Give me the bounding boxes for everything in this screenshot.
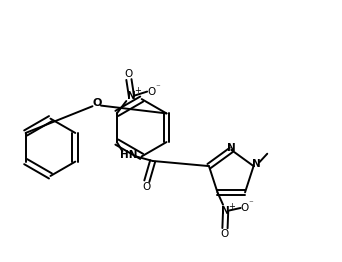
Text: O: O (240, 203, 249, 213)
Text: ⁻: ⁻ (249, 200, 253, 209)
Text: N: N (127, 91, 136, 101)
Text: O: O (221, 229, 229, 239)
Text: O: O (142, 182, 150, 192)
Text: HN: HN (119, 150, 137, 160)
Text: N: N (227, 143, 236, 153)
Text: +: + (228, 201, 235, 210)
Text: N: N (252, 160, 261, 170)
Text: O: O (125, 69, 133, 79)
Text: O: O (147, 86, 155, 97)
Text: N: N (221, 206, 230, 216)
Text: +: + (134, 86, 141, 95)
Text: ⁻: ⁻ (155, 83, 160, 92)
Text: O: O (92, 98, 102, 108)
